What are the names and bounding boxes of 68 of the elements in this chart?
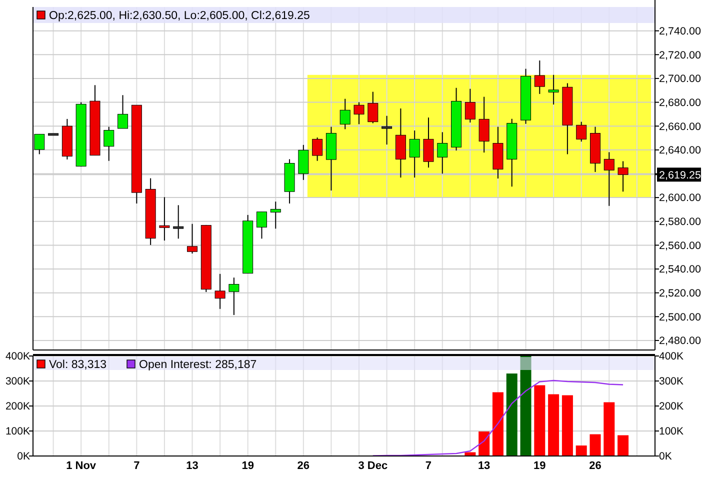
candlestick bbox=[256, 211, 267, 240]
candlestick bbox=[187, 223, 198, 254]
x-tick-label: 7 bbox=[425, 460, 432, 472]
y-tick-label: 2,480.00 bbox=[659, 335, 702, 348]
y-tick-label: 200K bbox=[5, 400, 30, 413]
bar bbox=[548, 394, 560, 456]
y-tick-label: 2,600.00 bbox=[659, 192, 702, 204]
y-tick-label: 2,560.00 bbox=[659, 240, 702, 252]
annotation: Op:2,625.00, Hi:2,630.50, Lo:2,605.00, Cl:2,619.25 bbox=[49, 10, 310, 22]
y-tick-label: 2,660.00 bbox=[659, 120, 702, 133]
bar bbox=[492, 392, 504, 456]
x-tick-label: 19 bbox=[242, 460, 254, 472]
y-tick-label: 2,680.00 bbox=[659, 96, 702, 109]
y-tick-label: 2,520.00 bbox=[659, 288, 702, 300]
candlestick bbox=[534, 60, 545, 94]
candlestick bbox=[159, 196, 170, 242]
x-tick-label: 7 bbox=[134, 460, 140, 472]
y-tick-label: 2,580.00 bbox=[659, 216, 702, 228]
x-tick-label: 26 bbox=[297, 460, 310, 472]
candlestick bbox=[437, 132, 448, 174]
candlestick bbox=[576, 121, 587, 142]
candlestick bbox=[478, 96, 490, 154]
bar bbox=[590, 434, 601, 456]
x-tick-label: 3 Dec bbox=[358, 460, 388, 472]
candlestick bbox=[548, 74, 559, 106]
candlestick bbox=[228, 277, 240, 316]
y-tick-label: 100K bbox=[5, 426, 30, 438]
candlestick bbox=[312, 137, 323, 162]
candlestick bbox=[368, 91, 378, 124]
y-tick-label: 2,500.00 bbox=[659, 311, 702, 324]
candlestick bbox=[340, 98, 350, 130]
x-tick-label: 1 Nov bbox=[66, 460, 97, 472]
candlestick bbox=[409, 130, 420, 178]
candlestick bbox=[604, 152, 614, 206]
legend-label: Open Interest: 285,187 bbox=[139, 359, 257, 372]
line-series bbox=[372, 380, 624, 456]
bar bbox=[618, 435, 629, 456]
candlestick bbox=[298, 144, 309, 180]
candlestick bbox=[618, 160, 628, 192]
candlestick bbox=[118, 94, 128, 129]
y-tick-label: 300K bbox=[5, 376, 30, 388]
bar bbox=[506, 374, 518, 456]
y-tick-label: 0K bbox=[17, 450, 30, 463]
y-tick-label: 2,700.00 bbox=[659, 73, 702, 86]
candlestick bbox=[423, 117, 434, 168]
candlestick bbox=[464, 88, 476, 124]
candlestick bbox=[173, 204, 184, 240]
x-tick-label: 13 bbox=[186, 460, 198, 472]
y-tick-label: 2,640.00 bbox=[659, 144, 702, 157]
legend-label: Vol: 83,313 bbox=[49, 359, 107, 372]
bar bbox=[576, 446, 587, 456]
x-tick-label: 13 bbox=[478, 460, 490, 472]
candlestick bbox=[270, 201, 281, 230]
candlestick bbox=[382, 115, 392, 146]
y-tick-label: 2,740.00 bbox=[659, 25, 702, 38]
x-tick-label: 26 bbox=[589, 460, 602, 472]
y-tick-label: 2,540.00 bbox=[659, 264, 702, 276]
candlestick bbox=[354, 102, 364, 125]
bar bbox=[604, 402, 615, 456]
x-tick-label: 19 bbox=[534, 460, 546, 472]
bar bbox=[562, 395, 573, 456]
bar bbox=[520, 356, 532, 456]
bar bbox=[534, 385, 546, 456]
y-tick-label: 400K bbox=[5, 350, 30, 363]
candlestick bbox=[104, 126, 114, 162]
y-tick-label: 2,720.00 bbox=[659, 49, 702, 62]
candlestick bbox=[214, 273, 226, 310]
bar bbox=[478, 432, 490, 456]
